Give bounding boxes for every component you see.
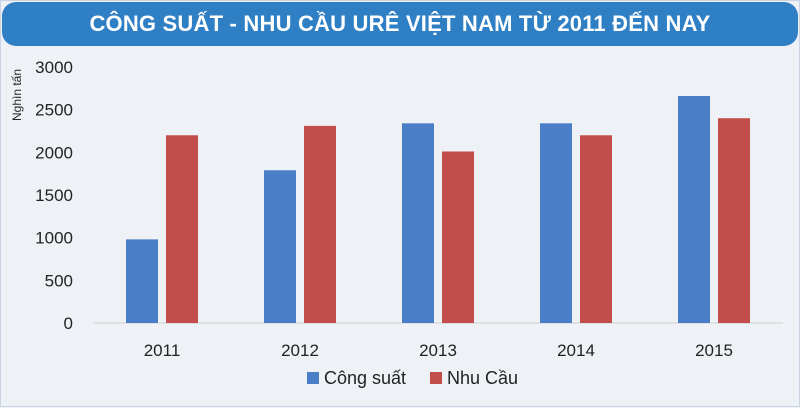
bar-nhu-cau-2013 xyxy=(442,151,474,323)
bar-cong-suat-2013 xyxy=(402,123,434,323)
y-tick-label: 3000 xyxy=(35,58,73,77)
y-tick-label: 1500 xyxy=(35,186,73,205)
legend-swatch xyxy=(307,372,319,384)
bar-cong-suat-2014 xyxy=(540,123,572,323)
x-tick-label: 2013 xyxy=(419,341,457,360)
bar-cong-suat-2015 xyxy=(678,96,710,323)
legend-swatch xyxy=(430,372,442,384)
x-tick-label: 2011 xyxy=(144,341,181,360)
x-axis-ticks: 2011 2012 2013 2014 2015 xyxy=(144,341,733,360)
y-tick-label: 1000 xyxy=(35,229,73,248)
legend: Công suất Nhu Cầu xyxy=(307,368,518,388)
bar-cong-suat-2012 xyxy=(264,170,296,323)
y-tick-label: 500 xyxy=(45,271,73,290)
bar-cong-suat-2011 xyxy=(126,239,158,323)
bar-nhu-cau-2012 xyxy=(304,125,336,323)
y-tick-label: 2000 xyxy=(35,143,73,162)
y-axis-label: Nghìn tấn xyxy=(10,69,24,121)
x-tick-label: 2012 xyxy=(281,341,319,360)
x-tick-label: 2014 xyxy=(557,341,595,360)
bar-nhu-cau-2011 xyxy=(166,135,198,323)
y-tick-label: 2500 xyxy=(35,101,73,120)
y-tick-label: 0 xyxy=(64,314,73,333)
bar-nhu-cau-2014 xyxy=(580,135,612,323)
chart-title: CÔNG SUẤT - NHU CẦU URÊ VIỆT NAM TỪ 2011… xyxy=(89,11,711,36)
legend-label: Nhu Cầu xyxy=(447,368,518,388)
bars xyxy=(126,96,750,323)
bar-nhu-cau-2015 xyxy=(718,118,750,323)
x-tick-label: 2015 xyxy=(695,341,733,360)
legend-label: Công suất xyxy=(324,368,406,388)
title-bar: CÔNG SUẤT - NHU CẦU URÊ VIỆT NAM TỪ 2011… xyxy=(2,2,798,46)
y-axis-ticks: 0 500 1000 1500 2000 2500 3000 xyxy=(35,58,73,333)
